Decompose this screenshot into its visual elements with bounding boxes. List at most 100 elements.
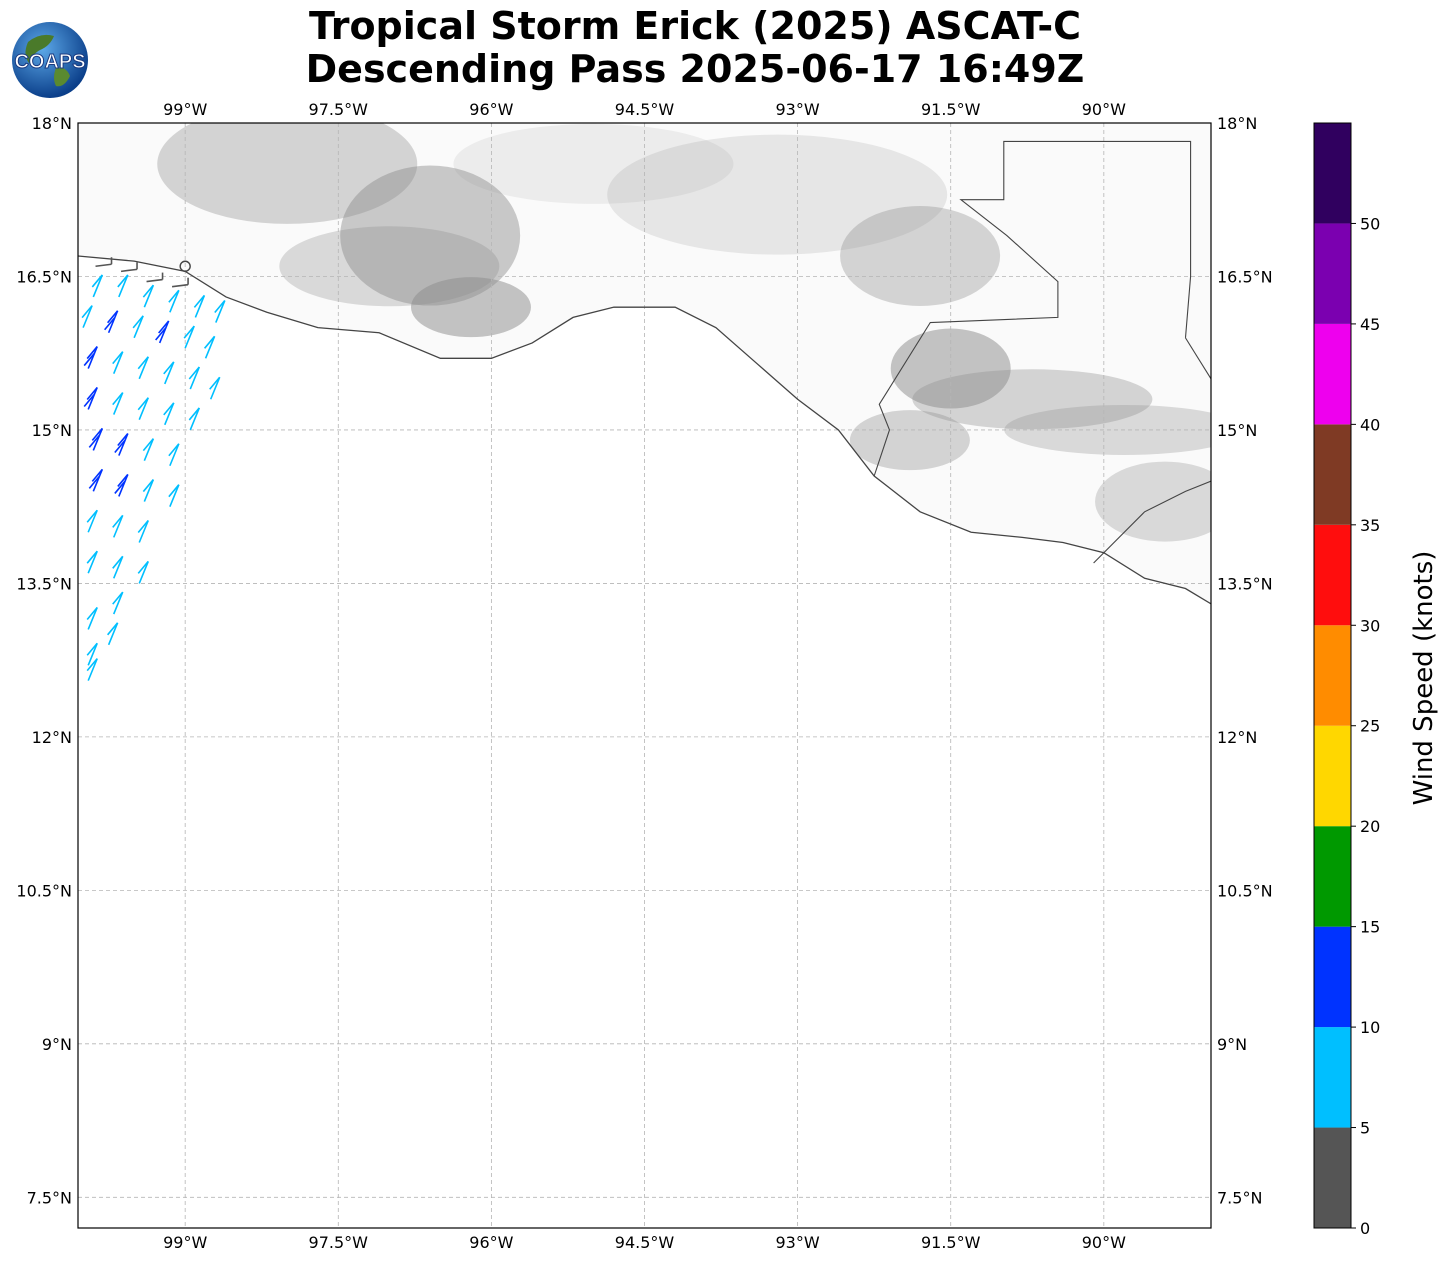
map-title-line1: Tropical Storm Erick (2025) ASCAT-C [308, 4, 1082, 48]
lat-tick-label-left: 18°N [32, 114, 72, 133]
colorbar-segment [1314, 926, 1351, 1028]
wind-barb [132, 315, 144, 339]
wind-barb [137, 519, 149, 543]
terrain-patch [1095, 461, 1211, 542]
terrain-patch [157, 123, 418, 224]
colorbar-segment [1314, 123, 1351, 224]
colorbar-segment [1314, 323, 1351, 425]
lat-tick-label-left: 12°N [32, 728, 72, 747]
wind-barb [163, 361, 175, 385]
colorbar-segment [1314, 725, 1351, 827]
colorbar-segment [1314, 826, 1351, 927]
wind-barb [104, 310, 119, 334]
lat-tick-label-right: 16.5°N [1217, 267, 1273, 286]
colorbar-tick-label: 5 [1360, 1119, 1370, 1138]
wind-barb [112, 351, 124, 374]
wind-barb [188, 407, 201, 431]
wind-barb [209, 376, 221, 400]
wind-barb [142, 479, 155, 502]
wind-barb [88, 468, 104, 492]
lat-tick-label-right: 10.5°N [1217, 881, 1273, 900]
wind-barb [155, 320, 170, 344]
lat-tick-label-left: 16.5°N [16, 267, 72, 286]
map-title-line2: Descending Pass 2025-06-17 16:49Z [305, 47, 1085, 91]
wind-barb [168, 443, 180, 467]
wind-barb [83, 386, 98, 410]
wind-barb [117, 274, 129, 298]
colorbar-segment [1314, 524, 1351, 626]
wind-barb [86, 550, 98, 574]
wind-barb [203, 335, 216, 359]
terrain-patch [279, 226, 500, 307]
colorbar-label: Wind Speed (knots) [1409, 551, 1439, 806]
colorbar-tick-label: 50 [1360, 214, 1380, 233]
wind-barb [142, 284, 155, 308]
country-border [1185, 337, 1211, 380]
terrain-patch [453, 123, 734, 204]
lon-tick-label-bottom: 96°W [469, 1233, 513, 1252]
wind-barb [86, 658, 98, 681]
wind-barb [88, 427, 104, 451]
coastline [78, 255, 1211, 605]
wind-barb [86, 606, 98, 630]
lat-tick-label-left: 13.5°N [16, 574, 72, 593]
colorbar-tick-label: 25 [1360, 717, 1380, 736]
lat-tick-label-right: 18°N [1217, 114, 1257, 133]
terrain-patch [340, 165, 521, 306]
lon-tick-label-top: 93°W [776, 100, 820, 119]
terrain-patch [840, 206, 1001, 307]
wind-barb [86, 509, 98, 533]
colorbar-tick-label: 10 [1360, 1018, 1380, 1037]
lon-tick-label-bottom: 99°W [163, 1233, 207, 1252]
lon-tick-label-top: 97.5°W [309, 100, 369, 119]
lon-tick-label-bottom: 90°W [1082, 1233, 1126, 1252]
globe-icon: COAPS [12, 22, 88, 98]
calm-wind-marker [179, 260, 191, 272]
lon-tick-label-bottom: 94.5°W [615, 1233, 675, 1252]
wind-barb [114, 433, 129, 456]
wind-barb [112, 514, 124, 538]
terrain-patch [410, 277, 531, 338]
lat-tick-label-right: 9°N [1217, 1035, 1247, 1054]
wind-barb [146, 272, 164, 283]
colorbar-tick-label: 20 [1360, 817, 1380, 836]
lon-tick-label-top: 96°W [469, 100, 513, 119]
wind-barb [163, 402, 175, 426]
colorbar-tick-label: 0 [1360, 1219, 1370, 1238]
lon-tick-label-bottom: 97.5°W [309, 1233, 369, 1252]
lat-tick-label-right: 7.5°N [1217, 1188, 1262, 1207]
terrain-patch [912, 369, 1153, 430]
wind-barb [193, 294, 206, 318]
wind-barb [95, 257, 113, 268]
lon-tick-label-top: 99°W [163, 100, 207, 119]
terrain-patch [607, 134, 948, 255]
wind-barb [168, 484, 180, 507]
colorbar-segment [1314, 223, 1351, 324]
wind-barb [188, 366, 201, 390]
wind-barb-layer [81, 257, 226, 681]
lat-tick-label-left: 7.5°N [27, 1188, 72, 1207]
lon-tick-label-top: 90°W [1082, 100, 1126, 119]
wind-barb [114, 473, 129, 497]
land-area [78, 123, 1211, 604]
lon-tick-label-bottom: 93°W [776, 1233, 820, 1252]
wind-barb [112, 555, 124, 579]
wind-barb [137, 397, 149, 421]
wind-barb [83, 346, 98, 369]
wind-barb [81, 305, 93, 328]
wind-barb [183, 325, 195, 349]
wind-barb [168, 289, 180, 313]
wind-barb [120, 262, 138, 273]
wind-barb [107, 622, 119, 646]
lat-tick-label-right: 15°N [1217, 421, 1257, 440]
lon-tick-label-top: 94.5°W [615, 100, 675, 119]
colorbar-frame [1313, 122, 1352, 1229]
lon-tick-label-top: 91.5°W [921, 100, 981, 119]
country-border [873, 140, 1192, 477]
wind-barb [112, 591, 124, 615]
country-border [1093, 480, 1211, 564]
colorbar-segment [1314, 424, 1351, 525]
wind-barb [137, 356, 149, 380]
wind-barb [91, 274, 104, 298]
